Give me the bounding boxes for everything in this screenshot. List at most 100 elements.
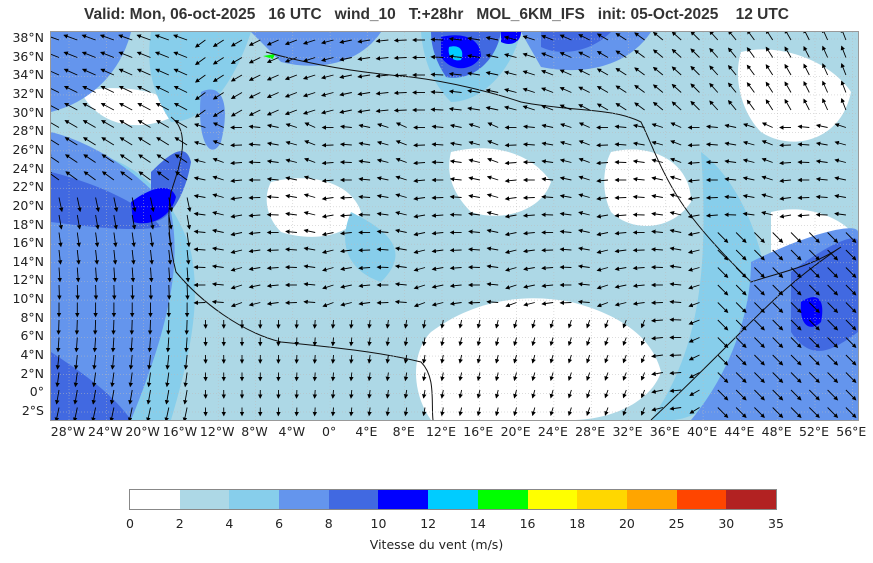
wind-arrow — [73, 389, 78, 405]
wind-arrow — [431, 230, 444, 236]
wind-arrow — [615, 68, 627, 76]
wind-arrow — [83, 171, 96, 181]
wind-arrow — [156, 137, 170, 146]
colorbar-segment — [428, 490, 478, 509]
wind-arrow — [431, 248, 444, 254]
wind-arrow — [64, 137, 78, 146]
wind-arrow — [772, 354, 784, 366]
wind-arrow — [248, 284, 261, 289]
wind-arrow — [136, 68, 151, 76]
wind-arrow — [671, 66, 682, 76]
wind-arrow — [101, 154, 115, 163]
wind-arrow — [422, 372, 427, 382]
wind-arrow — [779, 178, 792, 183]
wind-arrow — [522, 70, 535, 76]
wind-arrow — [651, 318, 663, 323]
wind-arrow — [357, 56, 371, 62]
wind-arrow — [110, 372, 115, 388]
wind-arrow — [761, 157, 773, 163]
wind-arrow — [321, 57, 334, 62]
wind-arrow — [51, 105, 60, 111]
wind-arrow — [671, 101, 682, 111]
wind-arrow — [690, 32, 700, 41]
wind-arrow — [622, 354, 627, 364]
colorbar-segment — [527, 490, 578, 509]
wind-arrow — [690, 100, 700, 111]
wind-arrow — [567, 337, 573, 346]
wind-arrow — [754, 389, 765, 401]
wind-arrow — [709, 65, 719, 76]
wind-arrow — [76, 214, 82, 230]
wind-arrow — [504, 88, 517, 93]
wind-arrow — [651, 194, 663, 199]
wind-arrow — [742, 211, 755, 217]
colorbar-segment — [577, 490, 627, 509]
wind-arrow — [376, 229, 389, 235]
wind-arrow — [494, 354, 500, 364]
wind-arrow — [120, 171, 133, 181]
wind-arrow — [448, 71, 462, 77]
wind-arrow — [173, 68, 188, 76]
wind-arrow — [504, 196, 517, 201]
wind-arrow — [63, 85, 78, 93]
wind-arrow — [840, 45, 847, 58]
wind-arrow — [531, 337, 536, 347]
wind-arrow — [541, 159, 554, 164]
wind-arrow — [522, 35, 535, 41]
wind-arrow — [476, 337, 482, 347]
wind-arrow — [765, 81, 774, 93]
wind-arrow — [165, 337, 171, 353]
wind-arrow — [349, 354, 354, 364]
wind-arrow — [99, 34, 115, 41]
wind-arrow — [577, 282, 590, 287]
wind-arrow — [754, 354, 765, 366]
wind-arrow — [815, 194, 828, 200]
wind-arrow — [330, 407, 336, 417]
wind-arrow — [687, 178, 700, 183]
wind-arrow — [690, 65, 700, 76]
wind-arrow — [174, 137, 188, 146]
wind-arrow — [138, 171, 151, 181]
colorbar-tick: 16 — [519, 516, 536, 531]
colorbar-segment — [130, 490, 180, 509]
wind-arrow — [112, 267, 117, 283]
wind-arrow — [790, 302, 802, 314]
wind-arrow — [230, 267, 243, 272]
wind-arrow — [834, 158, 847, 163]
wind-arrow — [413, 267, 426, 272]
wind-arrow — [822, 63, 829, 76]
wind-arrow — [504, 231, 517, 237]
colorbar-label: Vitesse du vent (m/s) — [369, 537, 504, 552]
wind-arrow — [148, 267, 154, 283]
wind-arrow — [808, 302, 820, 314]
speed-14-16-region — [263, 54, 275, 59]
wind-arrow — [375, 108, 389, 114]
wind-arrow — [614, 230, 627, 236]
wind-arrow — [413, 214, 426, 219]
wind-arrow — [458, 407, 463, 417]
wind-arrow — [486, 175, 499, 181]
wind-arrow — [640, 372, 646, 381]
wind-arrow — [772, 302, 784, 314]
wind-arrow — [567, 372, 573, 381]
wind-arrow — [95, 214, 100, 230]
wind-arrow — [640, 319, 646, 329]
wind-arrow — [413, 160, 426, 166]
wind-arrow — [754, 267, 765, 279]
wind-arrow — [717, 302, 729, 314]
wind-arrow — [735, 284, 747, 296]
wind-arrow — [285, 194, 297, 199]
wind-arrow — [688, 337, 700, 343]
wind-arrow — [735, 249, 747, 261]
wind-arrow — [113, 197, 119, 213]
wind-arrow — [735, 232, 747, 244]
colorbar-tick: 12 — [420, 516, 437, 531]
wind-arrow — [413, 196, 426, 201]
wind-arrow — [559, 176, 572, 181]
wind-arrow — [312, 407, 318, 417]
lon-label: 36°E — [649, 424, 680, 439]
wind-arrow — [248, 248, 261, 254]
colorbar-segment — [179, 490, 230, 509]
wind-arrow — [578, 69, 590, 76]
wind-arrow — [790, 354, 802, 366]
